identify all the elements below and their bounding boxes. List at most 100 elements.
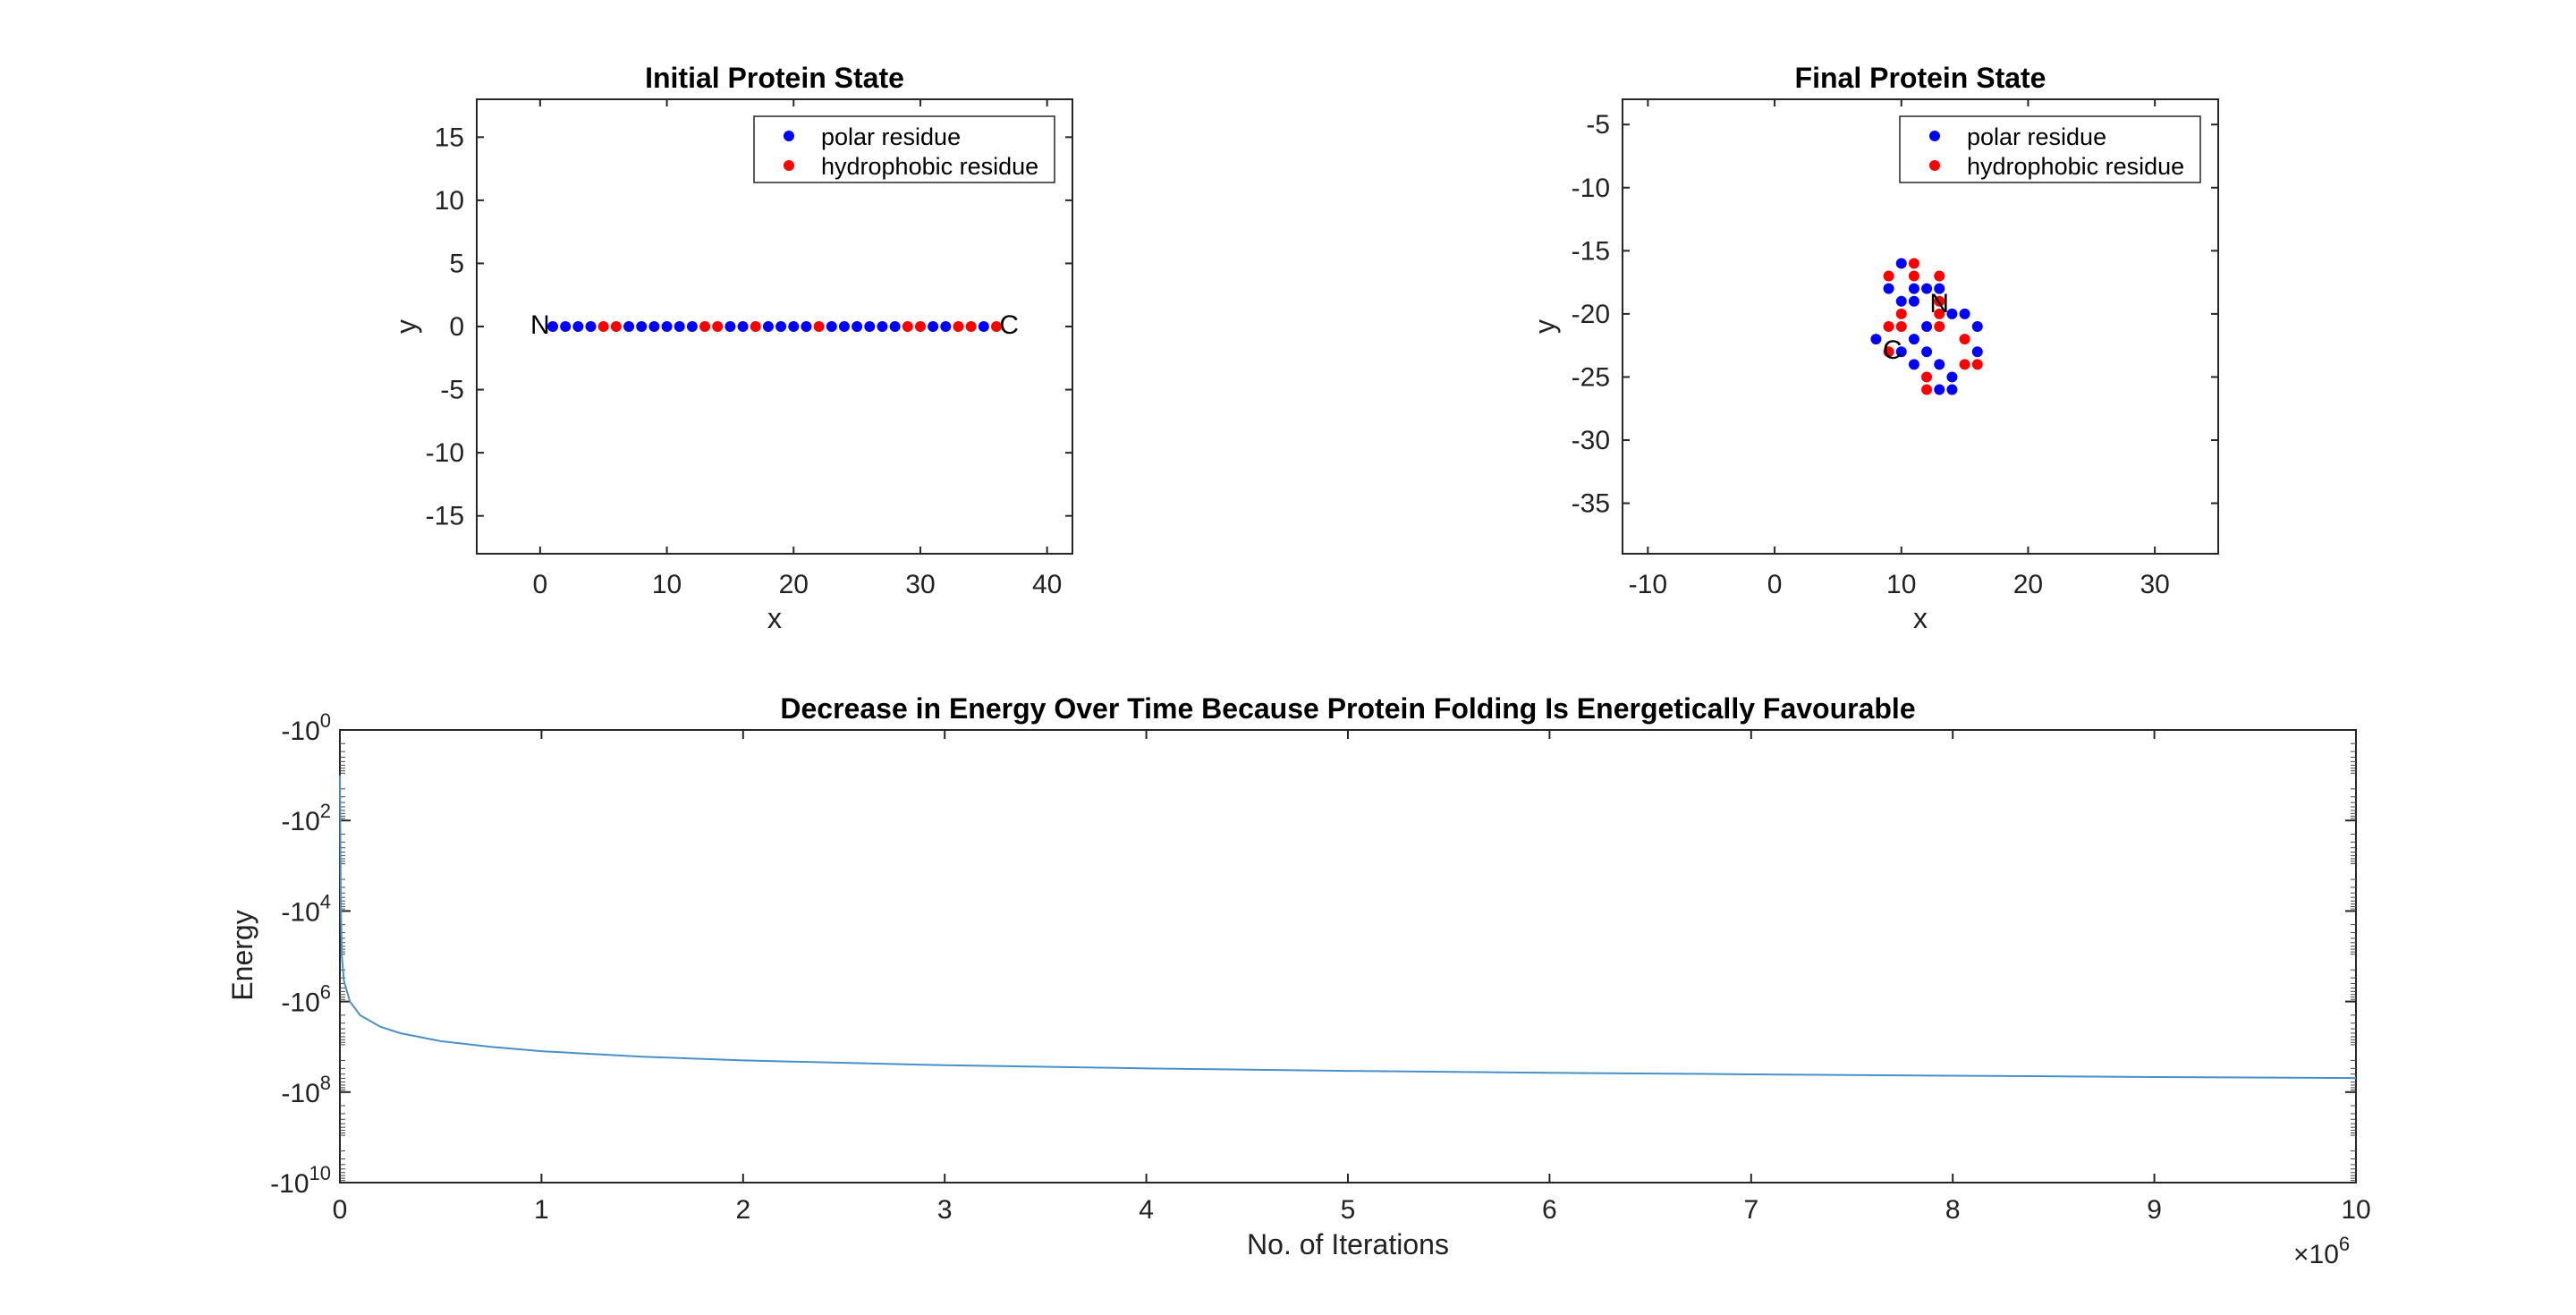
polar-residue-point [547,321,559,332]
polar-residue-point [674,321,685,332]
final-state-ylabel: y [1529,319,1561,334]
hydrophobic-residue-point [1895,321,1907,332]
polar-residue-point [928,321,939,332]
hydrophobic-residue-point [902,321,913,332]
y-tick-label: 5 [449,249,464,278]
polar-residue-point [1934,384,1945,395]
hydrophobic-residue-point [1921,384,1933,395]
hydrophobic-residue-point [1934,270,1945,282]
polar-residue-point [889,321,901,332]
polar-residue-point [762,321,774,332]
y-tick-label: -100 [281,709,331,746]
x-tick-label: 4 [1139,1195,1154,1225]
energy-series-line [339,775,2357,1080]
polar-residue-point [648,321,660,332]
hydrophobic-residue-point [1895,308,1907,319]
x-tick-label: 2 [735,1195,750,1225]
final-state-xlabel: x [1913,602,1928,634]
hydrophobic-residue-point [1959,334,1970,345]
legend-entry-polar: polar residue [1967,123,2106,150]
hydrophobic-residue-point [1971,359,1983,370]
x-tick-label: 8 [1945,1195,1961,1225]
hydrophobic-residue-point [699,321,711,332]
y-tick-label: -20 [1572,300,1610,329]
hydrophobic-residue-point [990,321,1002,332]
y-tick-label: -15 [1572,236,1610,266]
x-tick-label: 6 [1542,1195,1557,1225]
legend-marker-hydrophobic [784,160,794,171]
polar-residue-point [1908,283,1919,294]
polar-residue-point [1946,384,1958,395]
legend-entry-polar: polar residue [821,123,961,150]
legend-marker-hydrophobic [1929,160,1940,171]
polar-residue-point [1921,283,1933,294]
legend-marker-polar [1929,131,1940,141]
hydrophobic-residue-point [1959,359,1970,370]
x-tick-label: 20 [2013,570,2043,599]
initial-state-legend: polar residue hydrophobic residue [753,115,1055,183]
x-tick-label: 0 [333,1195,348,1225]
x-tick-label: 0 [1767,570,1783,599]
n-terminus-label: N [530,310,550,340]
polar-residue-point [838,321,850,332]
x-tick-label: 30 [2140,570,2169,599]
polar-residue-point [686,321,698,332]
initial-state-title: Initial Protein State [645,62,904,94]
legend-box [1899,115,2201,183]
polar-residue-point [940,321,952,332]
final-state-title: Final Protein State [1795,62,2046,94]
x-tick-label: 0 [533,570,548,599]
energy-ylabel: Energy [226,910,258,1000]
hydrophobic-residue-point [965,321,977,332]
hydrophobic-residue-point [1883,346,1894,358]
polar-residue-point [864,321,876,332]
legend-entry-hydrophobic: hydrophobic residue [821,153,1038,180]
hydrophobic-residue-point [750,321,761,332]
polar-residue-point [1921,346,1933,358]
x-tick-label: 3 [937,1195,953,1225]
hydrophobic-residue-point [953,321,964,332]
y-tick-label: -10 [426,438,464,468]
hydrophobic-residue-point [1934,321,1945,332]
hydrophobic-residue-point [1934,295,1945,307]
hydrophobic-residue-point [610,321,622,332]
y-tick-label: -35 [1572,489,1610,519]
polar-residue-point [1971,346,1983,358]
legend-marker-polar [784,131,794,141]
y-tick-label: 15 [435,123,464,152]
polar-residue-point [1934,283,1945,294]
energy-plot: Decrease in Energy Over Time Because Pro… [226,692,2371,1269]
polar-residue-point [826,321,837,332]
hydrophobic-residue-point [712,321,724,332]
x-tick-label: 10 [2341,1195,2370,1225]
polar-residue-point [560,321,572,332]
polar-residue-point [801,321,812,332]
energy-axes [339,729,2357,1184]
y-tick-label: -106 [281,981,331,1018]
polar-residue-point [1895,346,1907,358]
hydrophobic-residue-point [1921,371,1933,383]
polar-residue-point [737,321,749,332]
y-tick-label: -104 [281,890,331,927]
c-terminus-label: C [999,310,1019,340]
y-tick-label: -102 [281,800,331,836]
y-tick-label: -5 [440,376,464,405]
final-state-legend: polar residue hydrophobic residue [1899,115,2201,183]
final-state-plot: Final Protein State -10 0 10 20 30 -35 -30 -25 -… [1529,62,2219,634]
initial-state-plot: Initial Protein State 0 10 20 30 40 -15 -10 -5 0… [390,62,1073,634]
polar-residue-point [978,321,989,332]
y-tick-label: -25 [1572,362,1610,392]
x-tick-label: 30 [905,570,935,599]
x-tick-label: 7 [1743,1195,1758,1225]
hydrophobic-residue-point [1883,270,1894,282]
y-tick-label: 0 [449,312,464,342]
x-tick-label: 1 [534,1195,549,1225]
hydrophobic-residue-point [1934,308,1945,319]
polar-residue-point [1946,371,1958,383]
y-tick-label: -5 [1586,110,1610,140]
legend-entry-hydrophobic: hydrophobic residue [1967,153,2184,180]
polar-residue-point [1934,359,1945,370]
x-tick-label: 40 [1032,570,1062,599]
polar-residue-point [623,321,635,332]
